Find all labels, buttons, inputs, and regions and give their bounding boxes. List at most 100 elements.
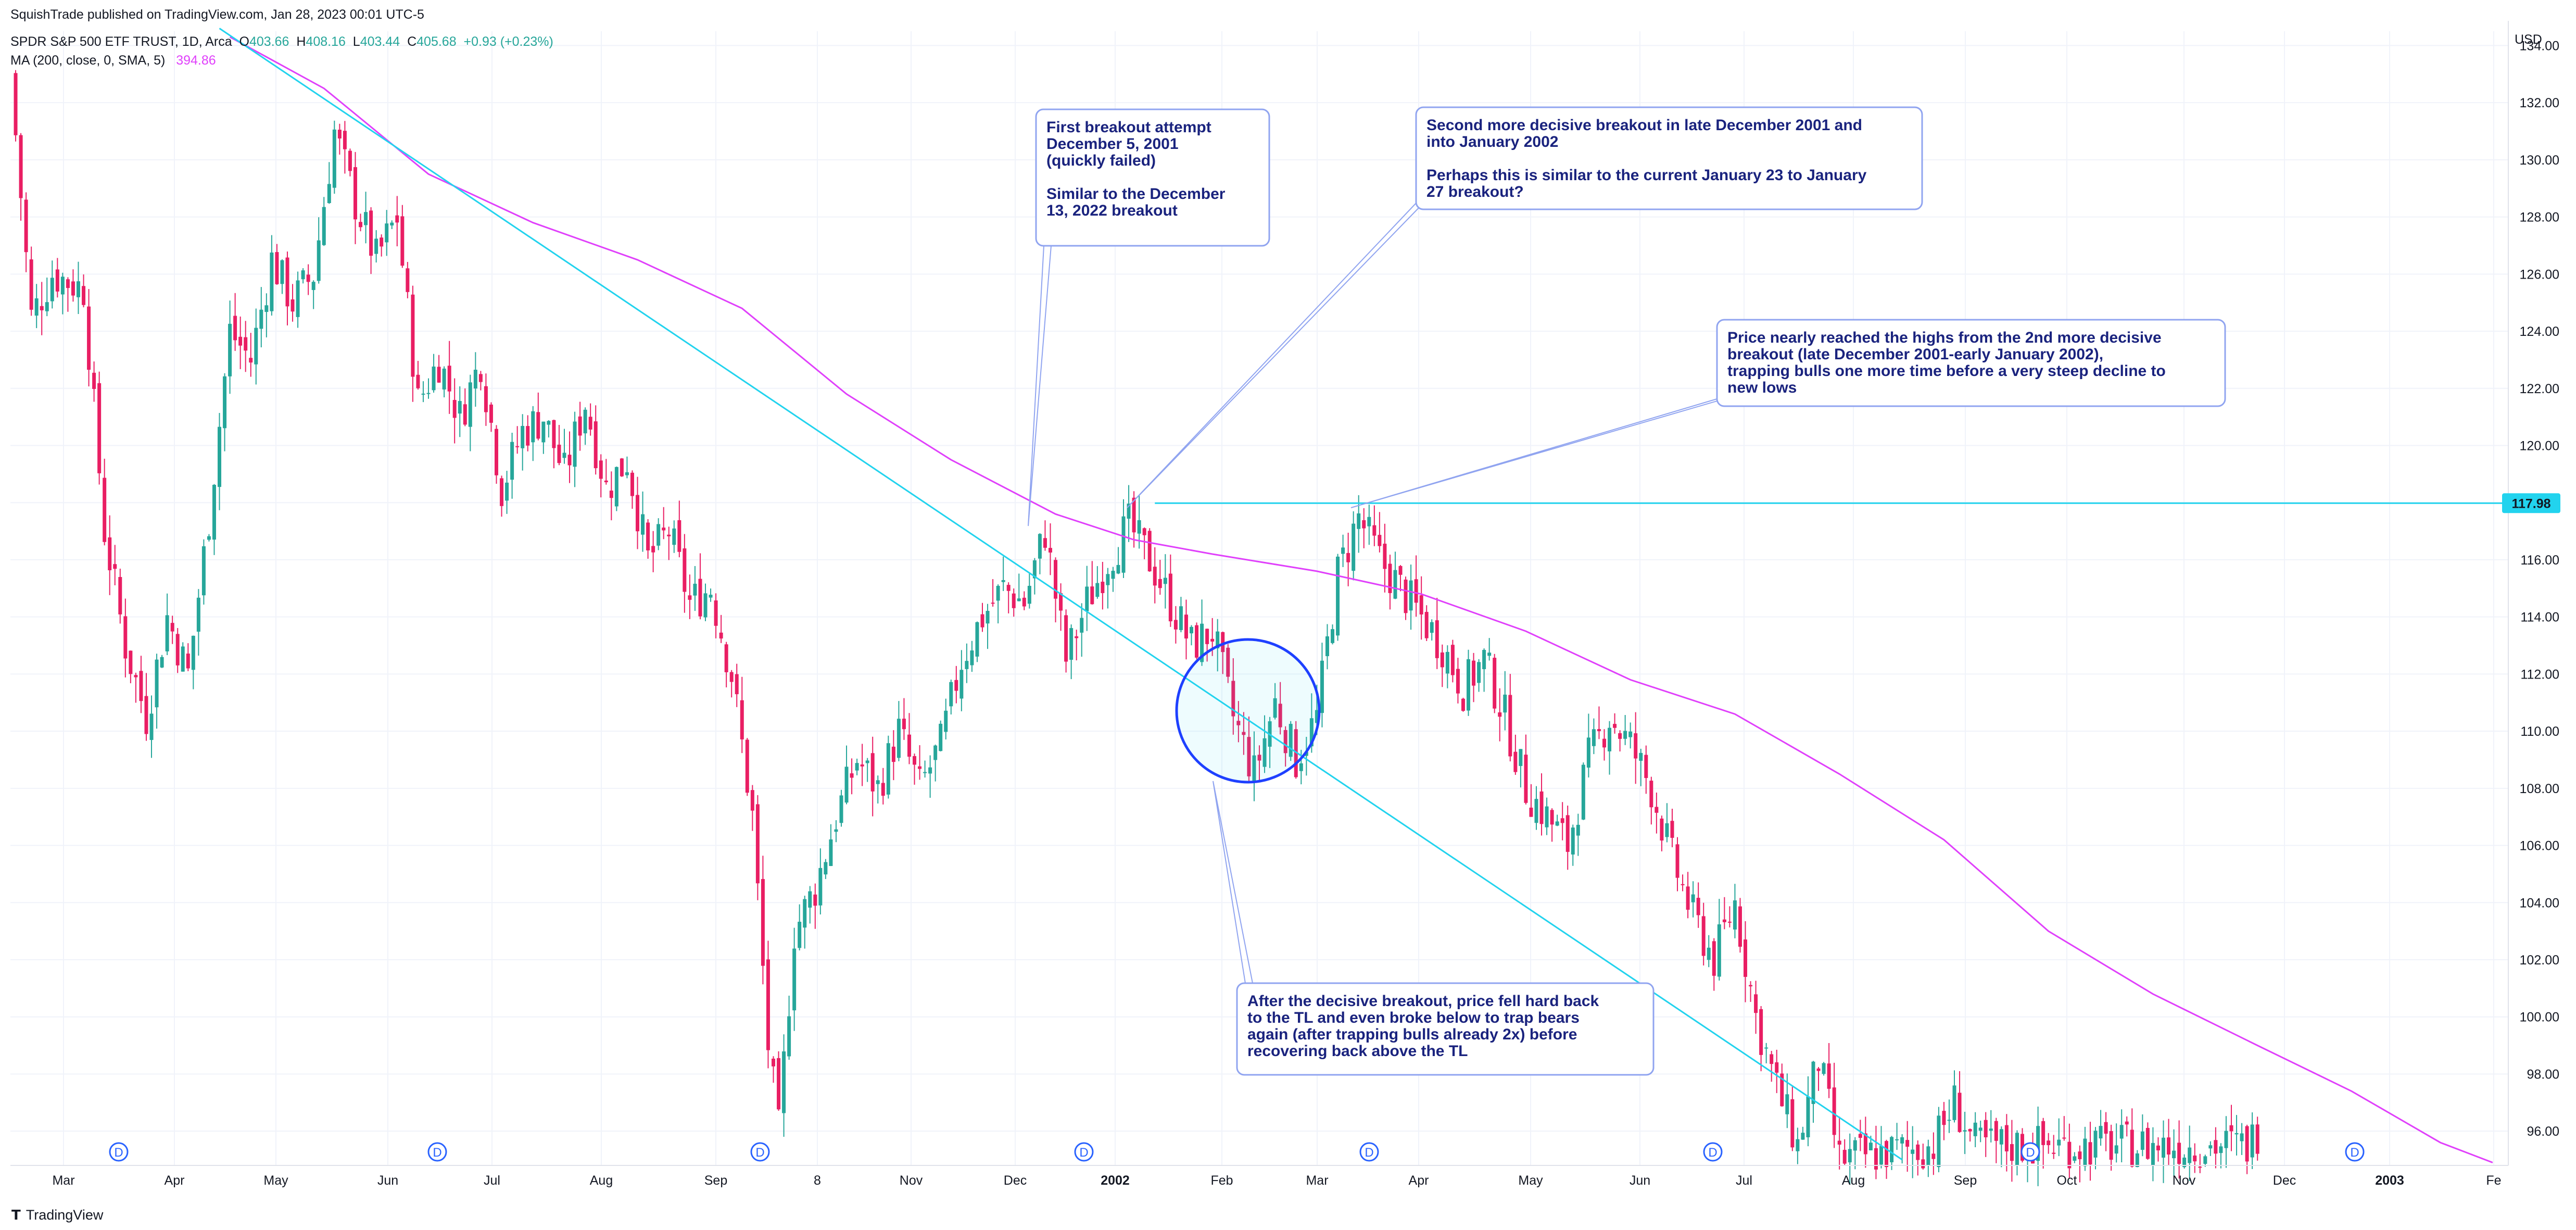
candle-body	[662, 528, 666, 531]
x-tick-label: Mar	[1306, 1173, 1328, 1188]
candle	[1116, 547, 1120, 574]
candle-body	[928, 767, 932, 774]
candle-body	[500, 478, 504, 506]
candle-body	[1142, 528, 1146, 535]
candle	[129, 650, 133, 684]
candle	[714, 593, 718, 638]
high-value: 408.16	[306, 34, 346, 49]
candle-body	[1775, 1062, 1779, 1073]
candle-body	[1283, 730, 1287, 754]
candle	[2062, 1116, 2066, 1141]
candle	[103, 458, 107, 546]
candle-body	[1655, 807, 1659, 813]
candle-body	[625, 472, 629, 475]
candle-body	[641, 514, 645, 535]
candle-body	[92, 372, 96, 389]
candle	[149, 695, 154, 758]
candle	[1493, 654, 1497, 713]
candle-body	[1686, 886, 1690, 910]
dividend-marker-circle	[1703, 1142, 1723, 1162]
candle	[1038, 533, 1042, 574]
candle	[583, 407, 587, 445]
candle-body	[1639, 752, 1643, 761]
candle	[296, 271, 300, 328]
candle-body	[359, 222, 363, 228]
candle-body	[729, 672, 734, 682]
candle-body	[1707, 947, 1711, 960]
candle-body	[896, 719, 901, 758]
candle-body	[2198, 1166, 2202, 1168]
time-axis[interactable]: Mar Apr May Jun Jul Aug Sep 8 Nov Dec 2002 Feb Mar Ap…	[10, 1165, 2508, 1188]
candle-body	[724, 644, 728, 672]
candle-body	[980, 614, 984, 627]
y-tick-label: 134.00	[2520, 39, 2559, 53]
candle	[1628, 722, 1633, 749]
candle-body	[1304, 752, 1308, 756]
candle	[656, 518, 661, 550]
candle	[1440, 644, 1444, 687]
candle-body	[1080, 618, 1084, 633]
candle	[447, 341, 451, 414]
candle-body	[939, 723, 943, 751]
candle-body	[223, 376, 227, 429]
open-value: 403.66	[249, 34, 289, 49]
candle-body	[1602, 738, 1606, 748]
candle-body	[761, 878, 765, 966]
candle-body	[777, 1058, 781, 1110]
candle	[275, 244, 279, 285]
candle-body	[2245, 1126, 2249, 1162]
candle	[808, 886, 812, 924]
candle-body	[1592, 729, 1596, 746]
candle-body	[1147, 531, 1152, 572]
candle	[1529, 784, 1533, 817]
candle-body	[2140, 1131, 2144, 1150]
candle	[1539, 773, 1544, 836]
candle	[1320, 643, 1324, 727]
candle-body	[813, 894, 817, 906]
candle-body	[750, 790, 754, 811]
candle-body	[160, 657, 164, 668]
candle-body	[1565, 815, 1570, 852]
candle-body	[1309, 718, 1314, 747]
candle-body	[1801, 1133, 1805, 1140]
candle-body	[144, 696, 148, 734]
candle-body	[1550, 810, 1554, 825]
candle-body	[515, 446, 520, 447]
x-tick-label: 2003	[2375, 1173, 2404, 1188]
footer-brand[interactable]: 𝗧 TradingView	[11, 1207, 103, 1223]
candle-body	[782, 1051, 786, 1113]
annotation-4: After the decisive breakout, price fell …	[1213, 781, 1655, 1076]
candle	[1691, 881, 1695, 918]
candle-body	[478, 374, 483, 382]
ma-legend[interactable]: MA (200, close, 0, SMA, 5) 394.86	[10, 53, 216, 68]
candle	[473, 352, 477, 407]
candle	[45, 277, 49, 317]
annotation-pointer	[1127, 203, 1424, 508]
candle-body	[1043, 538, 1047, 548]
candle	[620, 458, 624, 477]
price-axis[interactable]: 96.00 98.00 100.00 102.00 104.00 106.00 108.00…	[2502, 21, 2560, 1165]
annotation-3: Price nearly reached the highs from the …	[1350, 319, 2226, 508]
candle	[2219, 1143, 2223, 1169]
candle-body	[1242, 732, 1246, 735]
candle	[526, 415, 530, 451]
candle	[1001, 556, 1005, 591]
candle-body	[87, 306, 91, 370]
candle-body	[380, 237, 384, 247]
candle	[92, 361, 96, 402]
symbol-legend[interactable]: SPDR S&P 500 ETF TRUST, 1D, Arca O403.66…	[10, 34, 553, 49]
y-tick-label: 116.00	[2520, 553, 2559, 568]
y-tick-label: 114.00	[2520, 610, 2559, 625]
candle-body	[1660, 818, 1664, 841]
candle	[1430, 619, 1434, 641]
candle-body	[118, 576, 122, 614]
candle-body	[207, 536, 211, 540]
highlight-circle	[1175, 638, 1321, 784]
candle	[683, 534, 687, 613]
candle	[1655, 792, 1659, 834]
candle-body	[562, 453, 566, 458]
candle-body	[2057, 1139, 2061, 1146]
y-tick-label: 106.00	[2520, 839, 2559, 854]
candle-body	[1200, 623, 1204, 662]
